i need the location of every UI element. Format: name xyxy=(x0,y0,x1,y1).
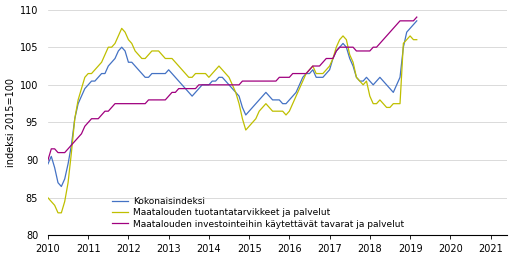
Kokonaisindeksi xyxy=(263,91,269,94)
Maatalouden tuotantatarvikkeet ja palvelut xyxy=(119,27,125,30)
Maatalouden investointeihin käytettävät tavarat ja palvelut xyxy=(45,159,51,162)
Maatalouden tuotantatarvikkeet ja palvelut xyxy=(223,72,229,75)
Kokonaisindeksi xyxy=(45,162,51,165)
Kokonaisindeksi xyxy=(404,31,410,34)
Line: Kokonaisindeksi: Kokonaisindeksi xyxy=(48,21,417,186)
Line: Maatalouden investointeihin käytettävät tavarat ja palvelut: Maatalouden investointeihin käytettävät … xyxy=(48,17,417,160)
Maatalouden investointeihin käytettävät tavarat ja palvelut xyxy=(260,80,266,83)
Maatalouden investointeihin käytettävät tavarat ja palvelut xyxy=(182,87,188,90)
Legend: Kokonaisindeksi, Maatalouden tuotantatarvikkeet ja palvelut, Maatalouden investo: Kokonaisindeksi, Maatalouden tuotantatar… xyxy=(109,193,408,232)
Maatalouden tuotantatarvikkeet ja palvelut xyxy=(135,53,142,56)
Kokonaisindeksi xyxy=(142,76,148,79)
Maatalouden tuotantatarvikkeet ja palvelut xyxy=(45,196,51,199)
Maatalouden tuotantatarvikkeet ja palvelut xyxy=(407,34,413,37)
Maatalouden investointeihin käytettävät tavarat ja palvelut xyxy=(400,19,406,22)
Kokonaisindeksi xyxy=(413,19,420,22)
Maatalouden investointeihin käytettävät tavarat ja palvelut xyxy=(139,102,145,105)
Maatalouden investointeihin käytettävät tavarat ja palvelut xyxy=(413,16,420,19)
Maatalouden tuotantatarvikkeet ja palvelut xyxy=(189,76,195,79)
Maatalouden tuotantatarvikkeet ja palvelut xyxy=(55,211,61,214)
Kokonaisindeksi xyxy=(186,91,192,94)
Kokonaisindeksi xyxy=(219,76,225,79)
Maatalouden tuotantatarvikkeet ja palvelut xyxy=(413,38,420,41)
Line: Maatalouden tuotantatarvikkeet ja palvelut: Maatalouden tuotantatarvikkeet ja palvel… xyxy=(48,28,417,213)
Kokonaisindeksi xyxy=(58,185,65,188)
Maatalouden investointeihin käytettävät tavarat ja palvelut xyxy=(129,102,135,105)
Y-axis label: indeksi 2015=100: indeksi 2015=100 xyxy=(6,78,15,167)
Maatalouden tuotantatarvikkeet ja palvelut xyxy=(146,53,152,56)
Maatalouden tuotantatarvikkeet ja palvelut xyxy=(266,106,272,109)
Kokonaisindeksi xyxy=(132,64,138,68)
Maatalouden investointeihin käytettävät tavarat ja palvelut xyxy=(216,83,222,86)
